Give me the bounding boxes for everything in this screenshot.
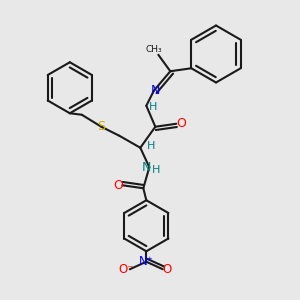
Text: H: H	[147, 141, 155, 151]
Text: H: H	[152, 165, 160, 175]
Text: O: O	[162, 263, 171, 276]
Text: O: O	[113, 179, 123, 192]
Text: N⁺: N⁺	[139, 255, 154, 268]
Text: N: N	[142, 161, 152, 174]
Text: N: N	[151, 84, 160, 97]
Text: CH₃: CH₃	[146, 45, 162, 54]
Text: H: H	[149, 102, 157, 112]
Text: S: S	[97, 120, 105, 133]
Text: O: O	[176, 117, 186, 130]
Text: O⁻: O⁻	[118, 263, 134, 276]
